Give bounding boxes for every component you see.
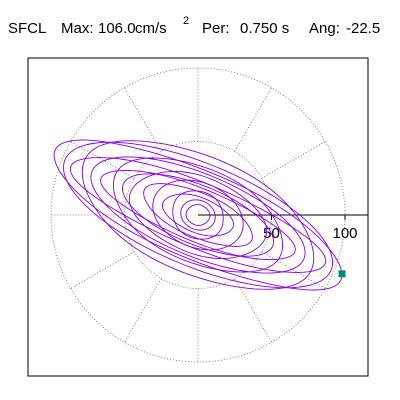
period-label: Per: [202, 20, 230, 37]
grid-spoke-300 [234, 278, 272, 343]
station-code: SFCL [8, 20, 46, 37]
max-value: 106.0 [98, 20, 136, 37]
orbit-loop-7 [113, 157, 283, 273]
end-marker-layer [338, 270, 346, 278]
trace-end-marker [338, 270, 346, 278]
grid-spoke-330 [261, 251, 326, 289]
plot-frame [27, 57, 369, 377]
orbit-loop-14 [180, 199, 216, 231]
grid-spoke-120 [124, 87, 162, 152]
grid-spoke-210 [70, 251, 135, 289]
grid-spoke-30 [261, 141, 326, 179]
orbit-loop-11 [152, 179, 244, 251]
orbit-loop-3 [69, 157, 327, 273]
orbit-loop-10 [143, 183, 253, 247]
max-unit-exponent: 2 [183, 15, 189, 27]
orbit-loop-9 [128, 171, 268, 259]
orbit-loop-6 [100, 169, 296, 261]
grid-spoke-150 [70, 141, 135, 179]
orbit-loop-4 [81, 140, 315, 290]
angle-label: Ang: [309, 20, 340, 37]
angle-value: -22.5 [346, 20, 380, 37]
chart-header: SFCL Max: 106.0 cm/s 2 Per: 0.750 s Ang:… [8, 15, 380, 37]
max-unit: cm/s [135, 20, 167, 37]
particle-orbit-trace [53, 139, 343, 291]
orbit-loop-5 [90, 156, 306, 274]
period-value: 0.750 s [240, 20, 289, 37]
orbit-loop-1 [53, 139, 343, 291]
x-tick-label-100: 100 [332, 225, 357, 242]
grid-spoke-240 [124, 278, 162, 343]
orbit-loop-15 [185, 204, 211, 226]
grid-spoke-60 [234, 87, 272, 152]
orbit-loop-8 [122, 173, 274, 257]
orbit-loop-13 [172, 190, 224, 240]
orbit-loop-2 [63, 141, 333, 289]
max-label: Max: [61, 20, 94, 37]
